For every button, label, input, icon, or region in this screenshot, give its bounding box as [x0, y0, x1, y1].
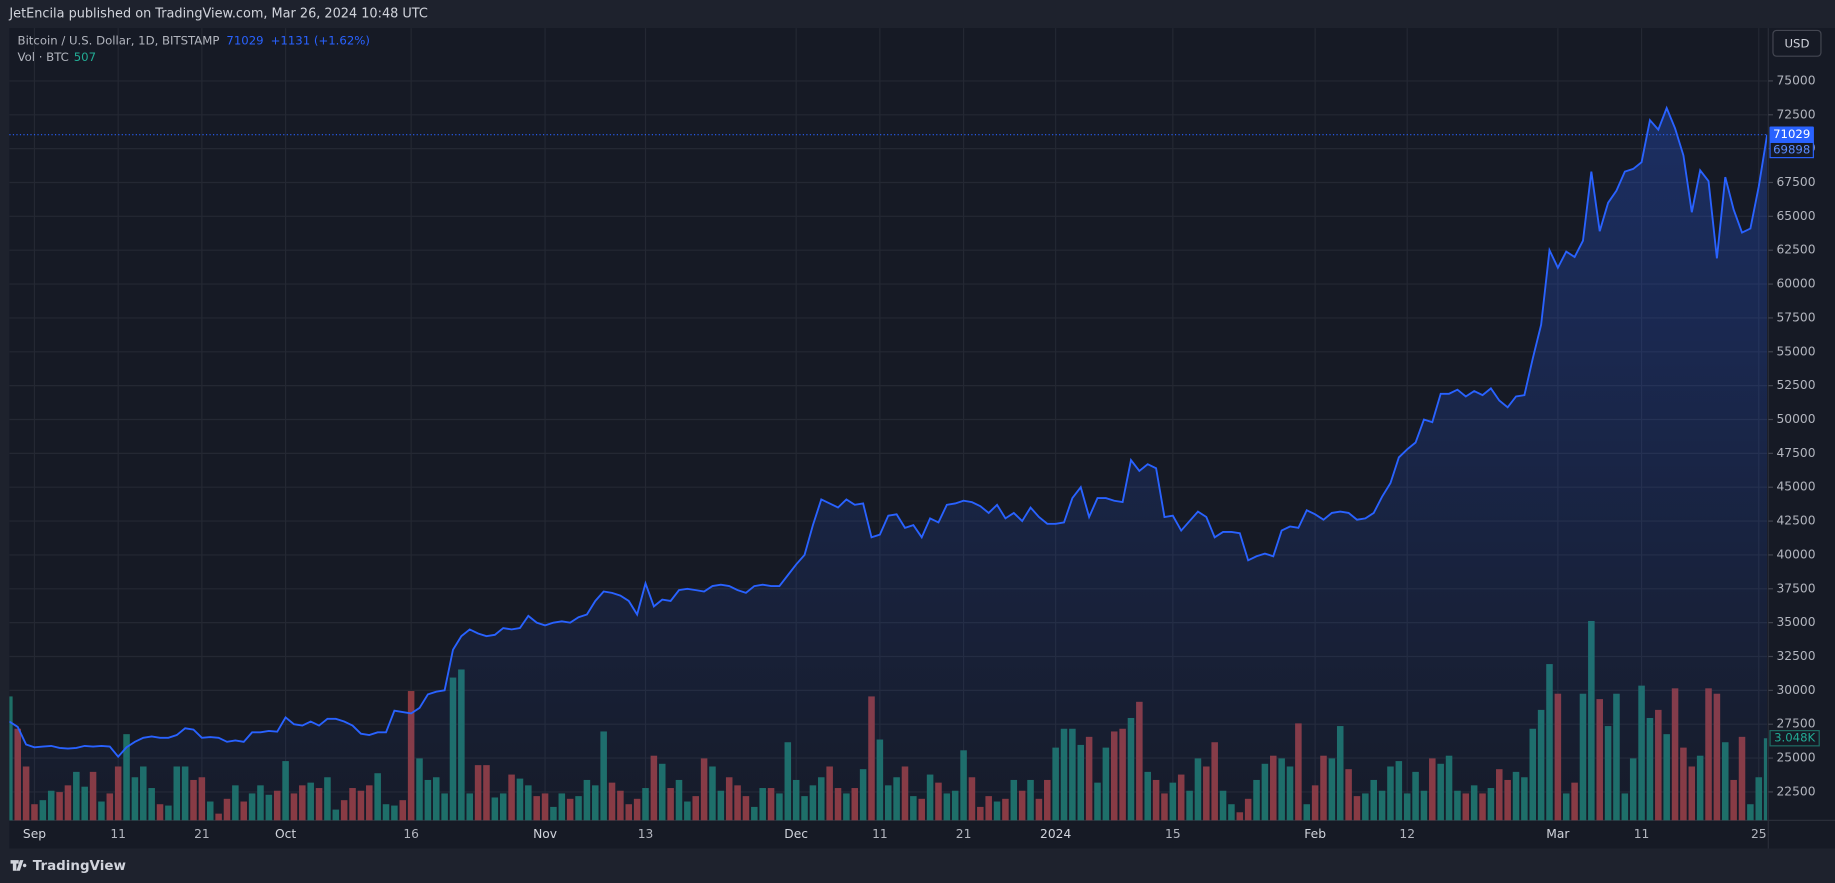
x-tick-label: Nov [533, 827, 557, 841]
y-tick-label: 35000 [1776, 615, 1815, 629]
y-tick-label: 72500 [1776, 107, 1815, 121]
y-tick-label: 65000 [1776, 209, 1815, 223]
brand: TradingView [33, 859, 126, 874]
reference-price-label: 69898 [1773, 143, 1810, 157]
y-tick-label: 50000 [1776, 412, 1815, 426]
y-tick-label: 25000 [1776, 751, 1815, 765]
y-tick-label: 52500 [1776, 378, 1815, 392]
y-tick-label: 60000 [1776, 277, 1815, 291]
volume-last-label: 3.048K [1774, 731, 1815, 745]
x-tick-label: Feb [1304, 827, 1326, 841]
x-tick-label: Dec [784, 827, 808, 841]
x-tick-label: 15 [1165, 827, 1181, 841]
brand-logo [10, 860, 27, 871]
x-tick-label: Oct [275, 827, 296, 841]
y-tick-label: 27500 [1776, 717, 1815, 731]
price-line [9, 105, 1768, 821]
price-area [9, 108, 1768, 821]
legend-last: 71029 [226, 33, 263, 47]
last-price-label: 71029 [1773, 127, 1810, 141]
y-tick-label: 57500 [1776, 310, 1815, 324]
legend-change: +1131 (+1.62%) [271, 33, 370, 47]
y-tick-label: 37500 [1776, 581, 1815, 595]
y-tick-label: 42500 [1776, 514, 1815, 528]
x-tick-label: 11 [1634, 827, 1650, 841]
last-price-box [1769, 126, 1814, 143]
y-tick-label: 22500 [1776, 784, 1815, 798]
y-tick-label: 55000 [1776, 344, 1815, 358]
y-tick-label: 30000 [1776, 683, 1815, 697]
y-tick-label: 75000 [1776, 73, 1815, 87]
x-tick-label: 21 [956, 827, 972, 841]
x-tick-label: Mar [1546, 827, 1570, 841]
volume-last-box [1769, 730, 1820, 747]
legend-volume: Vol · BTC [18, 50, 69, 64]
x-tick-label: 21 [194, 827, 210, 841]
x-tick-label: 11 [872, 827, 888, 841]
legend-series: Bitcoin / U.S. Dollar, 1D, BITSTAMP [18, 33, 220, 47]
price-line [9, 105, 1768, 759]
y-tick-label: 67500 [1776, 175, 1815, 189]
axes: 22500 25000 27500 30000 32500 35000 37500 40000… [9, 73, 1820, 841]
x-tick-label: Sep [23, 827, 46, 841]
currency[interactable]: USD [1784, 36, 1809, 50]
x-tick-label: 2024 [1040, 827, 1071, 841]
x-tick-label: 11 [110, 827, 126, 841]
x-tick-label: 16 [403, 827, 419, 841]
header: JetEncila published on TradingView.com, … [8, 7, 428, 22]
x-tick-label: 13 [638, 827, 654, 841]
y-tick-label: 40000 [1776, 547, 1815, 561]
currency-button[interactable] [1772, 29, 1822, 57]
legend-volume-value: 507 [74, 50, 96, 64]
x-tick-label: 12 [1399, 827, 1415, 841]
y-tick-label: 62500 [1776, 243, 1815, 257]
y-tick-label: 47500 [1776, 446, 1815, 460]
x-tick-label: 25 [1751, 827, 1767, 841]
reference-price-box [1769, 141, 1814, 159]
y-tick-label: 32500 [1776, 649, 1815, 663]
y-tick-label: 45000 [1776, 480, 1815, 494]
